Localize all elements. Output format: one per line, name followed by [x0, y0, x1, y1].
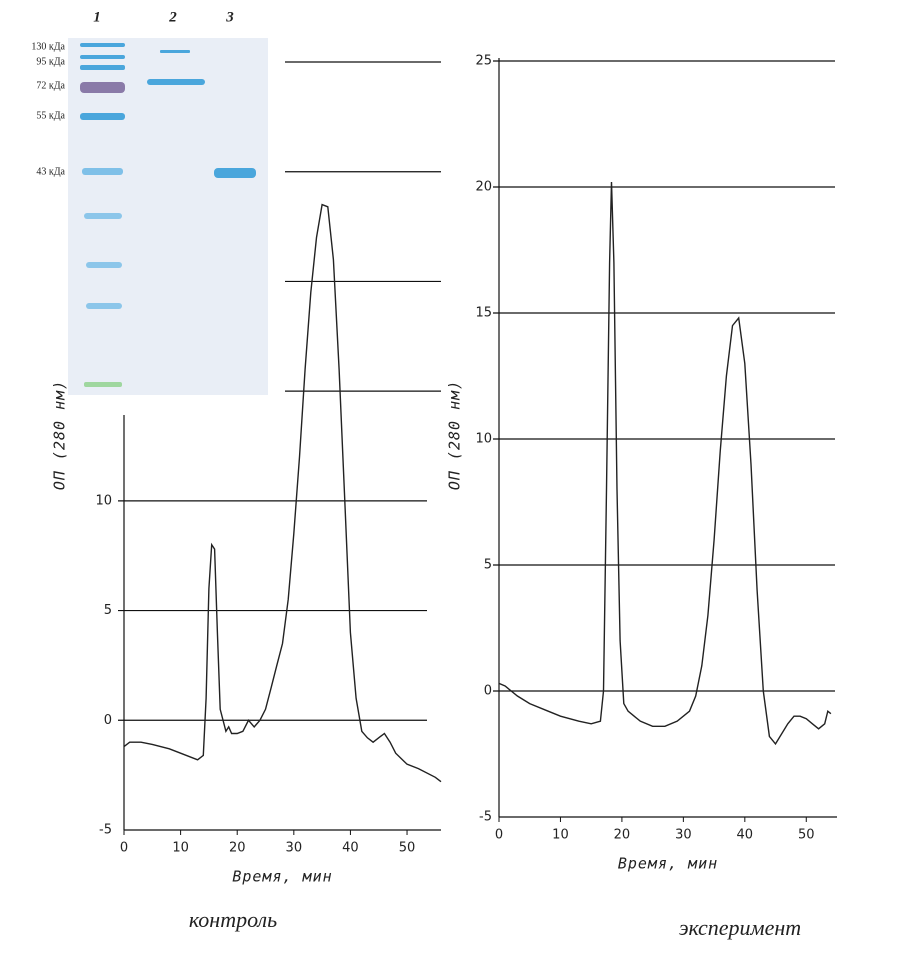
- x-axis-label: Время, мин: [232, 868, 332, 886]
- y-tick-label: 0: [104, 713, 112, 728]
- x-tick-label: 30: [675, 828, 692, 843]
- data-line: [498, 181, 832, 746]
- gel-marker: 72 кДа: [36, 80, 65, 91]
- x-tick-label: 50: [399, 841, 416, 856]
- x-tick-label: 30: [286, 841, 303, 856]
- gel-lane-label: 3: [225, 9, 234, 25]
- gel-lane-label: 2: [168, 9, 177, 25]
- y-axis-label: ОП (280 нм): [51, 380, 69, 490]
- y-tick-label: 25: [475, 54, 492, 69]
- x-tick-label: 40: [342, 841, 359, 856]
- gel-marker: 130 кДа: [31, 41, 65, 52]
- y-tick-label: 20: [475, 180, 492, 195]
- data-line: [123, 203, 442, 783]
- gel-image: 1 2 3 130 кДа 95 кДа 72 кДа 55 кДа 43 кД…: [31, 9, 268, 395]
- x-axis-label: Время, мин: [618, 855, 718, 873]
- x-tick-label: 0: [120, 841, 128, 856]
- x-tick-label: 20: [229, 841, 246, 856]
- gel-marker: 43 кДа: [36, 166, 65, 177]
- y-tick-label: 10: [475, 432, 492, 447]
- caption: эксперимент: [679, 915, 801, 940]
- x-tick-label: 50: [798, 828, 815, 843]
- y-tick-label: 5: [484, 558, 492, 573]
- y-tick-label: 15: [475, 306, 492, 321]
- x-tick-label: 10: [552, 828, 569, 843]
- gel-lane-label: 1: [93, 9, 101, 25]
- y-tick-label: 5: [104, 603, 112, 618]
- x-tick-label: 20: [614, 828, 631, 843]
- gel-bands: [80, 43, 256, 387]
- x-tick-label: 40: [737, 828, 754, 843]
- x-tick-label: 0: [495, 828, 503, 843]
- y-tick-label: -5: [479, 810, 492, 825]
- gel-marker: 55 кДа: [36, 110, 65, 121]
- y-axis-label: ОП (280 нм): [446, 380, 464, 490]
- y-tick-label: 0: [484, 684, 492, 699]
- y-tick-label: 10: [95, 493, 112, 508]
- x-tick-label: 10: [172, 841, 189, 856]
- y-tick-label: -5: [99, 823, 112, 838]
- caption: контроль: [189, 907, 277, 932]
- gel-marker: 95 кДа: [36, 56, 65, 67]
